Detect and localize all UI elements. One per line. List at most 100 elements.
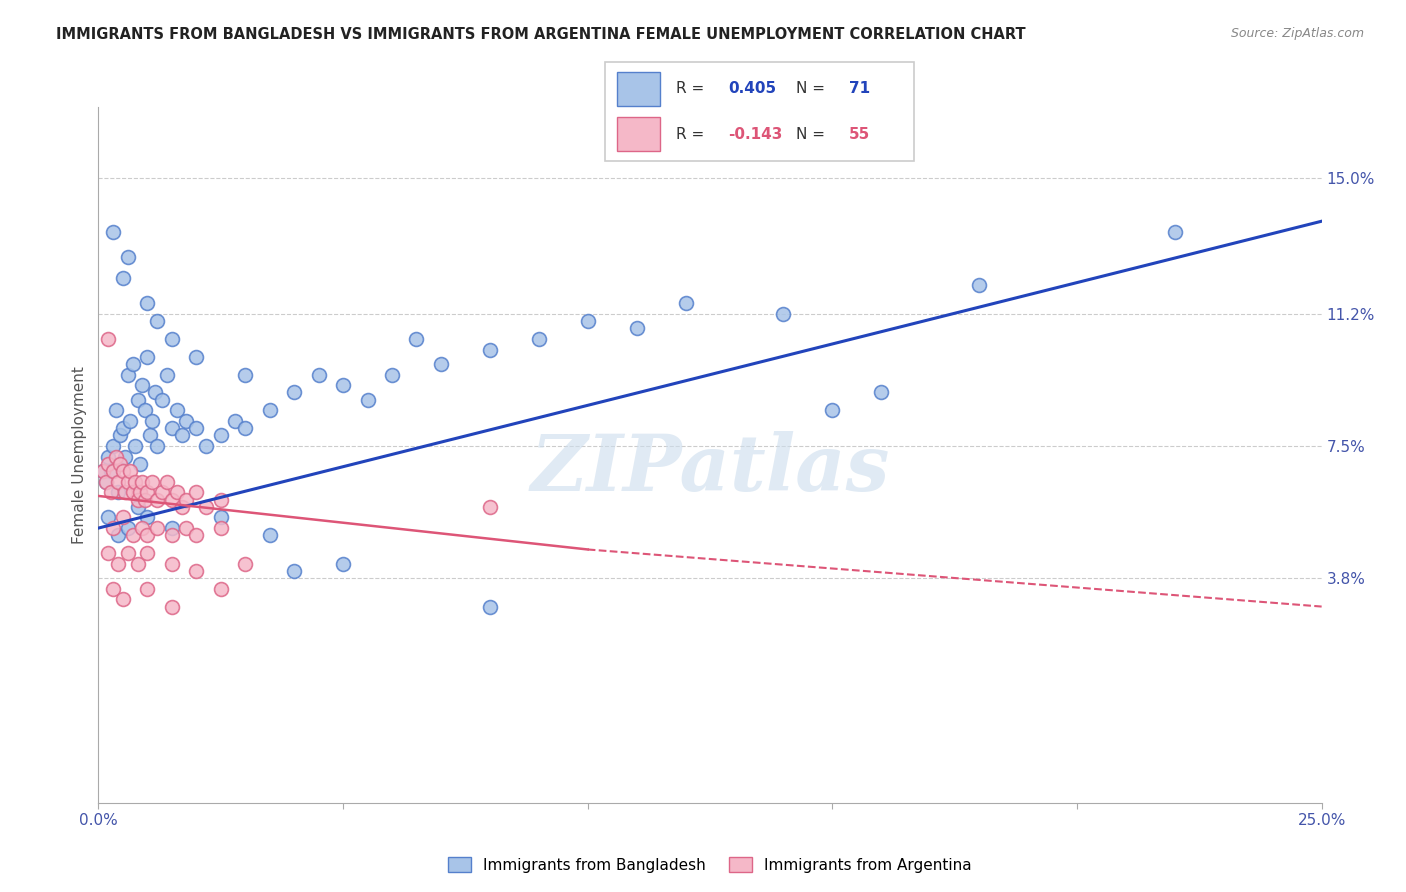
Point	[146, 439, 169, 453]
Point	[117, 368, 139, 382]
Point	[186, 528, 208, 542]
Point	[332, 557, 354, 571]
Point	[233, 557, 256, 571]
Point	[209, 521, 232, 535]
Point	[675, 296, 697, 310]
Point	[186, 564, 208, 578]
Point	[626, 321, 648, 335]
Point	[107, 528, 129, 542]
Point	[124, 439, 146, 453]
Point	[186, 421, 208, 435]
Point	[150, 392, 173, 407]
Point	[176, 521, 198, 535]
FancyBboxPatch shape	[605, 62, 914, 161]
Point	[97, 332, 120, 346]
Point	[209, 510, 232, 524]
Point	[283, 564, 305, 578]
Point	[160, 421, 183, 435]
Point	[101, 521, 124, 535]
Point	[156, 475, 179, 489]
Point	[160, 557, 183, 571]
Point	[160, 599, 183, 614]
Point	[111, 421, 134, 435]
Point	[97, 510, 120, 524]
Point	[405, 332, 427, 346]
Point	[150, 485, 173, 500]
Point	[136, 510, 159, 524]
Point	[176, 492, 198, 507]
Point	[136, 485, 159, 500]
Point	[134, 492, 156, 507]
Text: R =: R =	[676, 81, 709, 96]
Point	[131, 378, 153, 392]
Point	[233, 368, 256, 382]
Point	[94, 475, 117, 489]
Point	[160, 521, 183, 535]
Point	[111, 510, 134, 524]
Point	[101, 464, 124, 478]
Point	[259, 403, 281, 417]
Point	[114, 485, 136, 500]
Point	[134, 403, 156, 417]
Legend: Immigrants from Bangladesh, Immigrants from Argentina: Immigrants from Bangladesh, Immigrants f…	[441, 850, 979, 879]
Point	[170, 428, 193, 442]
Point	[967, 278, 990, 293]
Point	[186, 350, 208, 364]
Point	[136, 546, 159, 560]
Point	[224, 414, 246, 428]
Point	[381, 368, 404, 382]
Point	[97, 450, 120, 464]
Point	[97, 457, 120, 471]
Point	[160, 528, 183, 542]
Point	[117, 475, 139, 489]
Text: 55: 55	[849, 127, 870, 142]
Point	[527, 332, 550, 346]
Point	[209, 428, 232, 442]
Text: N =: N =	[796, 127, 830, 142]
Point	[821, 403, 844, 417]
Point	[136, 350, 159, 364]
Point	[772, 307, 794, 321]
Point	[120, 414, 142, 428]
Point	[107, 557, 129, 571]
Point	[141, 414, 163, 428]
Y-axis label: Female Unemployment: Female Unemployment	[72, 366, 87, 544]
Point	[209, 492, 232, 507]
Point	[332, 378, 354, 392]
Point	[356, 392, 378, 407]
Text: R =: R =	[676, 127, 709, 142]
Point	[308, 368, 330, 382]
Point	[107, 475, 129, 489]
Point	[233, 421, 256, 435]
Point	[127, 500, 149, 514]
Point	[136, 528, 159, 542]
Point	[143, 385, 166, 400]
Point	[870, 385, 893, 400]
Point	[124, 475, 146, 489]
Point	[104, 450, 127, 464]
Point	[170, 500, 193, 514]
Text: 71: 71	[849, 81, 870, 96]
Point	[478, 343, 501, 357]
Point	[129, 485, 152, 500]
Point	[114, 450, 136, 464]
FancyBboxPatch shape	[617, 72, 661, 105]
Point	[129, 457, 152, 471]
Point	[146, 314, 169, 328]
Point	[101, 225, 124, 239]
Point	[117, 250, 139, 264]
Point	[259, 528, 281, 542]
Point	[283, 385, 305, 400]
Point	[146, 492, 169, 507]
FancyBboxPatch shape	[617, 118, 661, 151]
Point	[478, 599, 501, 614]
Point	[101, 582, 124, 596]
Point	[97, 546, 120, 560]
Point	[117, 546, 139, 560]
Point	[576, 314, 599, 328]
Point	[94, 475, 117, 489]
Point	[131, 521, 153, 535]
Point	[195, 439, 218, 453]
Point	[110, 457, 132, 471]
Point	[117, 521, 139, 535]
